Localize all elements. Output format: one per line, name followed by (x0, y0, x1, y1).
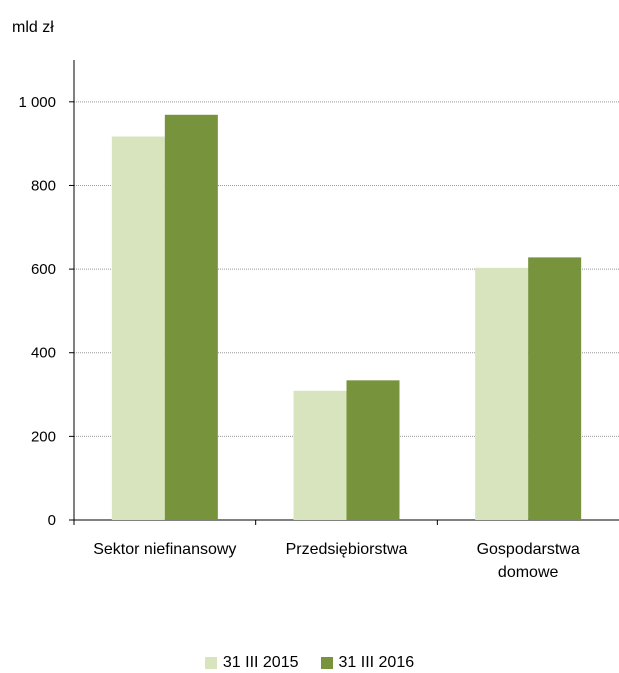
bar-chart: 0 200 400 600 800 1 000 Sektor niefinansowy Prz… (0, 0, 619, 640)
legend: 31 III 2015 31 III 2016 (0, 654, 619, 672)
legend-label-2016: 31 III 2016 (339, 654, 415, 672)
legend-item-2015: 31 III 2015 (205, 654, 299, 672)
legend-swatch-2015 (205, 657, 217, 669)
y-tick-label: 400 (31, 345, 56, 362)
bar-2015 (112, 137, 165, 520)
y-tick-label: 1 000 (18, 94, 56, 111)
bar-2016 (347, 380, 400, 520)
category-label: Gospodarstwa (477, 541, 580, 558)
legend-item-2016: 31 III 2016 (321, 654, 415, 672)
legend-swatch-2016 (321, 657, 333, 669)
category-label: Sektor niefinansowy (93, 541, 236, 558)
category-label: domowe (498, 564, 559, 581)
legend-label-2015: 31 III 2015 (223, 654, 299, 672)
bar-2016 (528, 257, 581, 520)
category-label: Przedsiębiorstwa (286, 541, 408, 558)
y-tick-label: 200 (31, 428, 56, 445)
bar-2016 (165, 115, 218, 520)
y-tick-label: 800 (31, 177, 56, 194)
y-tick-label: 600 (31, 261, 56, 278)
bar-2015 (475, 268, 528, 520)
bar-2015 (294, 391, 347, 520)
y-tick-label: 0 (48, 512, 56, 529)
